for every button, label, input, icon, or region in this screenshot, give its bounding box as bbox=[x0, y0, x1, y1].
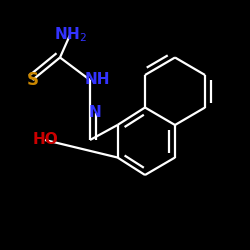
Text: NH: NH bbox=[85, 72, 110, 88]
Text: HO: HO bbox=[32, 132, 58, 148]
Text: NH$_2$: NH$_2$ bbox=[54, 26, 86, 44]
Text: N: N bbox=[88, 105, 102, 120]
Text: S: S bbox=[26, 71, 38, 89]
